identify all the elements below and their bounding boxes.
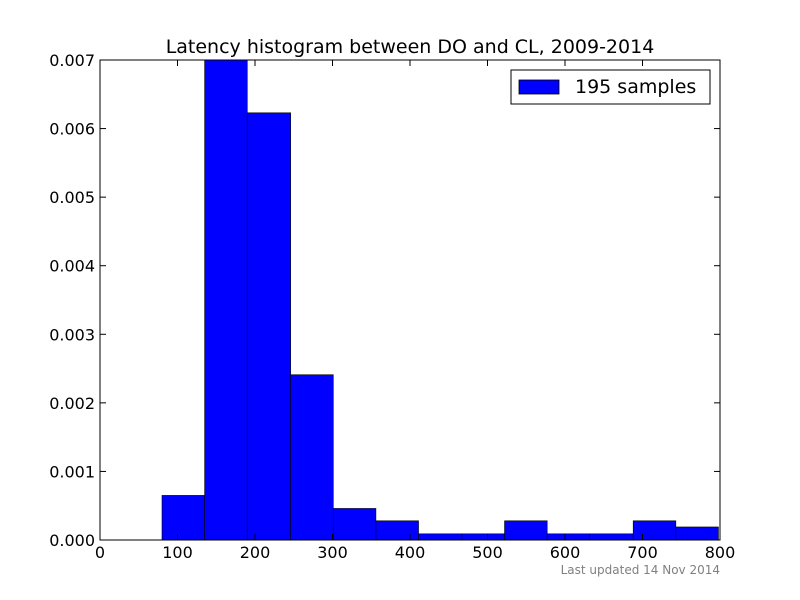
y-tick-label: 0.005 [49,188,95,207]
x-tick-label: 500 [472,543,503,562]
x-axis: 0 100 200 300 400 500 600 700 800 [95,60,735,562]
histogram-bar [161,495,205,541]
y-tick-label: 0.006 [49,120,95,139]
y-tick-label: 0.000 [49,531,95,550]
y-tick-label: 0.004 [49,257,95,276]
y-tick-label: 0.003 [49,325,95,344]
last-updated-note: Last updated 14 Nov 2014 [561,563,720,577]
y-tick-label: 0.002 [49,394,95,413]
histogram-bar [246,112,291,541]
histogram-bar [290,374,334,541]
histogram-bar [461,533,505,541]
legend: 195 samples [510,69,711,105]
bars-group [161,59,719,541]
histogram-bar [589,533,634,541]
x-tick-label: 700 [627,543,658,562]
legend-label: 195 samples [575,76,696,98]
x-tick-label: 400 [395,543,426,562]
x-tick-label: 100 [162,543,193,562]
x-tick-label: 0 [95,543,105,562]
histogram-bar [418,533,463,541]
y-tick-label: 0.001 [49,462,95,481]
x-tick-label: 600 [550,543,581,562]
histogram-bar [375,520,419,541]
histogram-bar [504,520,548,541]
x-tick-label: 300 [317,543,348,562]
legend-swatch [518,79,560,95]
x-tick-label: 800 [705,543,736,562]
histogram-bar [675,526,719,541]
chart-title: Latency histogram between DO and CL, 200… [166,36,655,58]
histogram-bar [546,533,591,541]
y-axis: 0.000 0.001 0.002 0.003 0.004 0.005 0.006 0.007 [49,51,720,550]
histogram-bar [204,59,248,541]
histogram-bar [632,520,677,541]
x-tick-label: 200 [240,543,271,562]
y-tick-label: 0.007 [49,51,95,70]
histogram-bar [332,508,377,541]
